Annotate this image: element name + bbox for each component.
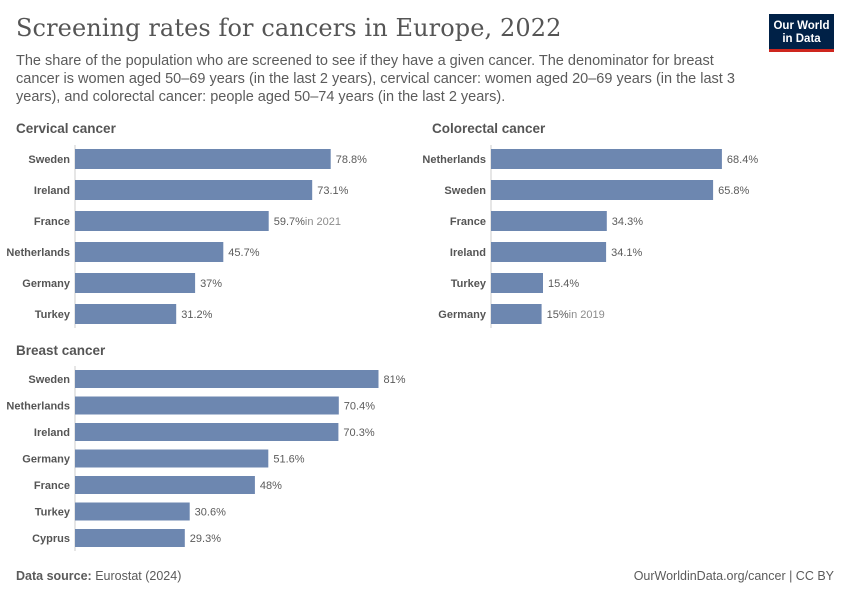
chart-subtitle: The share of the population who are scre… (16, 53, 735, 105)
colorectal-cancer-value-netherlands: 68.4% (727, 154, 758, 166)
breast-cancer-value-ireland: 70.3% (343, 427, 374, 439)
data-source-label: Data source: (16, 569, 92, 583)
credit-link[interactable]: OurWorldinData.org/cancer | CC BY (633, 569, 834, 583)
breast-cancer-value-netherlands: 70.4% (344, 401, 375, 413)
cervical-cancer-bar-sweden[interactable] (75, 149, 331, 169)
colorectal-cancer-bar-turkey[interactable] (491, 273, 543, 293)
breast-cancer-bar-cyprus[interactable] (75, 529, 185, 547)
colorectal-cancer-value-sweden: 65.8% (718, 185, 749, 197)
breast-cancer-title: Breast cancer (16, 343, 106, 358)
colorectal-cancer-label-netherlands: Netherlands (422, 154, 486, 166)
breast-cancer-label-france: France (34, 480, 70, 492)
colorectal-cancer-bar-sweden[interactable] (491, 180, 714, 200)
colorectal-cancer-bar-netherlands[interactable] (491, 149, 722, 169)
breast-cancer-value-sweden: 81% (384, 374, 406, 386)
colorectal-cancer-label-sweden: Sweden (444, 185, 486, 197)
colorectal-cancer-value-france: 34.3% (612, 216, 643, 228)
breast-cancer-value-turkey: 30.6% (195, 507, 226, 519)
cervical-cancer-bar-france[interactable] (75, 211, 269, 231)
breast-cancer-bar-ireland[interactable] (75, 423, 339, 441)
cervical-cancer-bar-germany[interactable] (75, 273, 196, 293)
colorectal-cancer-bar-ireland[interactable] (491, 242, 607, 262)
colorectal-cancer-value-turkey: 15.4% (548, 278, 579, 290)
breast-cancer-value-france: 48% (260, 480, 282, 492)
breast-cancer-bar-france[interactable] (75, 476, 255, 494)
colorectal-cancer-value-germany: 15% (547, 309, 569, 321)
breast-cancer-label-netherlands: Netherlands (6, 401, 70, 413)
colorectal-cancer-bar-germany[interactable] (491, 304, 542, 324)
colorectal-cancer-label-germany: Germany (438, 309, 487, 321)
logo-line-1: Our World (773, 20, 830, 32)
our-world-in-data-logo[interactable]: Our World in Data (769, 14, 834, 52)
cervical-cancer-label-ireland: Ireland (34, 185, 70, 197)
colorectal-cancer-bar-france[interactable] (491, 211, 607, 231)
cervical-cancer-label-france: France (34, 216, 70, 228)
cervical-cancer-note-france: in 2021 (305, 216, 341, 228)
cervical-cancer-value-netherlands: 45.7% (228, 247, 259, 259)
cervical-cancer-label-netherlands: Netherlands (6, 247, 70, 259)
colorectal-cancer-panel: Colorectal cancer Netherlands 68.4% Sweden 6… (422, 121, 758, 328)
cervical-cancer-panel: Cervical cancer Sweden 78.8% Ireland 73.1% Fr… (6, 121, 367, 328)
cervical-cancer-value-germany: 37% (200, 278, 222, 290)
breast-cancer-label-ireland: Ireland (34, 427, 70, 439)
breast-cancer-bar-netherlands[interactable] (75, 396, 339, 415)
breast-cancer-label-sweden: Sweden (28, 374, 70, 386)
breast-cancer-panel: Breast cancer Sweden 81% Netherlands 70.4% Ir… (6, 343, 406, 551)
breast-cancer-bar-turkey[interactable] (75, 502, 190, 521)
footer: Data source: Eurostat (2024) OurWorldinD… (16, 569, 834, 583)
cervical-cancer-value-france: 59.7% (274, 216, 305, 228)
breast-cancer-bar-germany[interactable] (75, 449, 269, 468)
cervical-cancer-bar-turkey[interactable] (75, 304, 177, 324)
cervical-cancer-value-ireland: 73.1% (317, 185, 348, 197)
breast-cancer-label-germany: Germany (22, 454, 71, 466)
colorectal-cancer-label-france: France (450, 216, 486, 228)
cervical-cancer-bar-ireland[interactable] (75, 180, 313, 200)
cervical-cancer-title: Cervical cancer (16, 121, 117, 136)
cervical-cancer-value-turkey: 31.2% (181, 309, 212, 321)
breast-cancer-bar-sweden[interactable] (75, 370, 379, 388)
colorectal-cancer-title: Colorectal cancer (432, 121, 546, 136)
breast-cancer-label-cyprus: Cyprus (32, 533, 70, 545)
breast-cancer-label-turkey: Turkey (35, 507, 71, 519)
cervical-cancer-label-turkey: Turkey (35, 309, 71, 321)
colorectal-cancer-label-turkey: Turkey (451, 278, 487, 290)
cervical-cancer-label-germany: Germany (22, 278, 71, 290)
colorectal-cancer-note-germany: in 2019 (569, 309, 605, 321)
cervical-cancer-label-sweden: Sweden (28, 154, 70, 166)
data-source[interactable]: Eurostat (2024) (95, 569, 182, 583)
breast-cancer-value-cyprus: 29.3% (190, 533, 221, 545)
colorectal-cancer-label-ireland: Ireland (450, 247, 486, 259)
cervical-cancer-value-sweden: 78.8% (336, 154, 367, 166)
cervical-cancer-bar-netherlands[interactable] (75, 242, 224, 262)
breast-cancer-value-germany: 51.6% (273, 454, 304, 466)
chart-title: Screening rates for cancers in Europe, 2… (16, 14, 562, 42)
colorectal-cancer-value-ireland: 34.1% (611, 247, 642, 259)
logo-line-2: in Data (782, 32, 821, 45)
